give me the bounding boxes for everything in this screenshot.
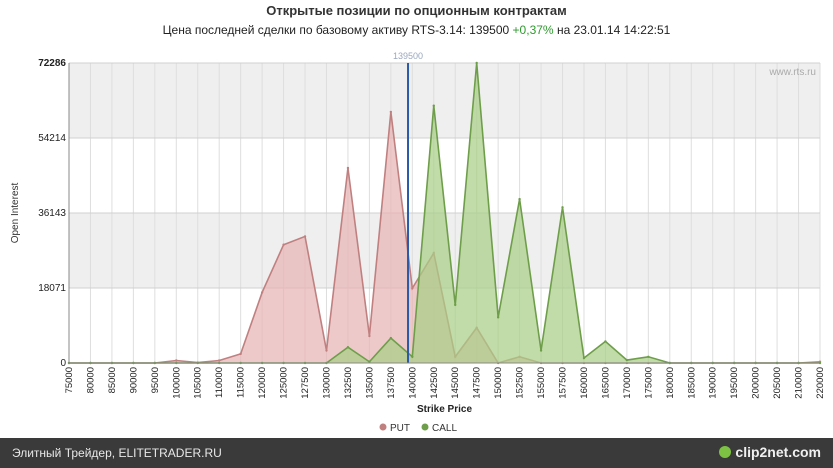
x-tick-label: 220000 (815, 367, 826, 399)
put-series-point (389, 110, 393, 114)
call-series-point (539, 349, 543, 352)
x-tick-label: 110000 (214, 367, 225, 398)
put-series-point (346, 166, 350, 170)
subtitle-prefix: Цена последней сделки по базовому активу… (162, 23, 510, 37)
x-axis-title: Strike Price (417, 404, 472, 415)
x-tick-label: 135000 (364, 367, 375, 399)
call-series-point (411, 355, 414, 358)
x-tick-label: 140000 (407, 367, 418, 399)
legend-marker-call (421, 423, 429, 431)
x-tick-label: 130000 (321, 367, 332, 399)
chart-subtitle: Цена последней сделки по базовому активу… (0, 23, 833, 37)
put-series-point (260, 291, 264, 294)
x-tick-label: 155000 (536, 367, 547, 399)
x-tick-label: 115000 (236, 367, 247, 398)
x-tick-label: 210000 (794, 367, 805, 399)
x-tick-label: 200000 (751, 367, 762, 399)
x-tick-label: 175000 (643, 367, 654, 399)
call-series-point (346, 346, 350, 349)
x-tick-label: 137500 (386, 367, 397, 399)
y-tick-label: 18071 (38, 283, 66, 294)
legend-label-call: CALL (432, 423, 457, 434)
clip2net-icon (719, 446, 732, 458)
put-series-point (368, 334, 371, 338)
current-price-label: 139500 (393, 51, 423, 61)
call-series-point (582, 356, 586, 360)
x-tick-label: 80000 (85, 367, 96, 393)
price-change: +0,37% (512, 23, 554, 37)
grid-band (69, 63, 820, 139)
y-tick-label: 72286 (38, 58, 66, 69)
call-series-point (561, 206, 564, 209)
y-axis-title: Open Interest (10, 182, 21, 243)
x-tick-label: 120000 (257, 367, 268, 399)
x-tick-label: 152500 (515, 367, 526, 399)
subtitle-suffix: на 23.01.14 14:22:51 (556, 23, 671, 37)
put-series-point (411, 287, 414, 290)
x-tick-label: 90000 (128, 367, 139, 393)
call-series-point (389, 336, 393, 340)
x-tick-label: 147500 (472, 367, 483, 399)
open-interest-chart: 0 18071 36143 54214 72286 139500 75000 80000 850… (10, 51, 826, 434)
call-series-point (475, 61, 478, 65)
put-series-point (325, 349, 328, 352)
x-tick-label: 105000 (193, 367, 204, 399)
x-tick-label: 145000 (450, 367, 461, 399)
x-tick-label: 132500 (343, 367, 354, 399)
x-tick-label: 75000 (64, 367, 75, 393)
x-tick-label: 157500 (558, 367, 569, 399)
call-series-point (625, 358, 629, 362)
x-tick-label: 195000 (729, 367, 740, 399)
x-tick-label: 142500 (429, 367, 440, 399)
chart-title: Открытые позиции по опционным контрактам (266, 3, 567, 18)
x-tick-label: 205000 (772, 367, 783, 399)
call-series-point (454, 303, 457, 307)
put-series-point (175, 359, 178, 362)
brand-logo: clip2net.com (719, 444, 821, 460)
x-tick-label: 165000 (600, 367, 611, 399)
x-tick-label: 170000 (622, 367, 633, 399)
x-tick-label: 190000 (708, 367, 719, 399)
x-tick-label: 125000 (279, 367, 290, 399)
put-series-point (239, 352, 242, 356)
call-series-point (518, 197, 521, 201)
y-tick-label: 0 (60, 358, 66, 369)
y-tick-label: 36143 (38, 208, 66, 219)
call-series-point (496, 316, 500, 319)
call-series-area (69, 63, 820, 363)
x-tick-label: 85000 (107, 367, 118, 393)
x-tick-label: 95000 (150, 367, 161, 393)
watermark: www.rts.ru (768, 67, 816, 78)
call-series-point (432, 104, 435, 107)
footer-bar: Элитный Трейдер, ELITETRADER.RU clip2net… (0, 438, 833, 468)
legend-label-put: PUT (390, 423, 410, 434)
x-tick-label: 160000 (579, 367, 590, 399)
put-series-point (282, 243, 285, 246)
y-tick-label: 54214 (38, 133, 66, 144)
call-series-point (604, 340, 607, 343)
footer-source-text: Элитный Трейдер, ELITETRADER.RU (12, 446, 222, 460)
put-series-point (303, 235, 307, 238)
x-tick-label: 180000 (665, 367, 676, 399)
x-tick-label: 150000 (493, 367, 504, 399)
brand-text: clip2net.com (735, 444, 821, 460)
put-series-point (218, 359, 221, 362)
x-tick-label: 127500 (300, 367, 311, 399)
legend-marker-put (379, 423, 387, 431)
call-series-point (368, 360, 371, 363)
x-tick-label: 100000 (171, 367, 182, 399)
x-tick-label: 185000 (686, 367, 697, 399)
call-series-point (647, 355, 650, 358)
